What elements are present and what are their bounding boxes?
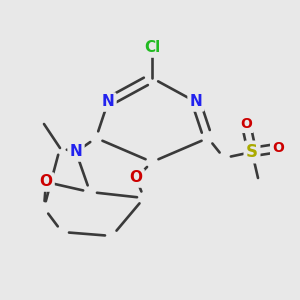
Text: O: O	[130, 170, 142, 185]
Text: S: S	[246, 143, 258, 161]
Text: O: O	[272, 141, 284, 155]
Text: O: O	[240, 117, 252, 131]
Text: N: N	[70, 145, 83, 160]
Text: O: O	[40, 175, 52, 190]
Text: N: N	[102, 94, 114, 110]
Text: N: N	[190, 94, 202, 110]
Text: Cl: Cl	[144, 40, 160, 56]
